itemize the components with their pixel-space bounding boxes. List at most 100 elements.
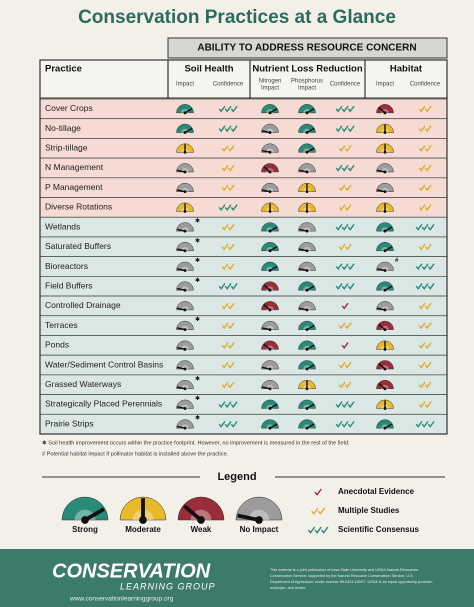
confidence-checks bbox=[415, 263, 435, 271]
confidence-checks bbox=[218, 401, 238, 409]
gauge-hub bbox=[183, 269, 187, 272]
impact-gauge bbox=[176, 123, 194, 134]
check bbox=[427, 420, 435, 428]
check bbox=[218, 283, 226, 290]
practice: Strip-tillage bbox=[45, 143, 88, 153]
gauge-hub bbox=[183, 190, 187, 194]
gauge-hub bbox=[268, 131, 272, 134]
gauge-dial bbox=[261, 143, 279, 153]
soil-note: ✱ bbox=[195, 218, 200, 225]
check bbox=[221, 184, 229, 192]
impact-gauge bbox=[261, 104, 279, 115]
gauge-hub bbox=[383, 249, 387, 253]
practice: Prairie Strips bbox=[45, 418, 94, 428]
check bbox=[424, 125, 432, 133]
check bbox=[424, 342, 432, 349]
gauge-dial bbox=[261, 183, 279, 192]
check bbox=[230, 204, 238, 212]
check bbox=[344, 243, 352, 251]
gauge-dial bbox=[261, 320, 279, 330]
impact-gauge bbox=[261, 399, 279, 410]
impact-gauge bbox=[298, 242, 316, 253]
confidence-checks bbox=[221, 322, 235, 330]
gauge-hub bbox=[268, 367, 272, 371]
gauge-hub bbox=[268, 190, 272, 194]
impact-gauge bbox=[376, 360, 394, 371]
sub-header: Impact bbox=[376, 82, 394, 88]
legend-impact: Weak bbox=[191, 525, 212, 534]
gauge-hub bbox=[268, 426, 272, 430]
gauge-dial bbox=[176, 222, 194, 232]
confidence-checks bbox=[221, 184, 235, 192]
check bbox=[227, 164, 235, 172]
impact-gauge bbox=[176, 202, 194, 213]
legend-confidence: Scientific Consensus bbox=[338, 525, 419, 534]
sub-header: Impact bbox=[176, 82, 194, 88]
check bbox=[221, 164, 229, 172]
gauge-dial bbox=[176, 399, 194, 409]
gauge-dial bbox=[176, 360, 194, 370]
gauge-hub bbox=[383, 209, 387, 213]
gauge-dial bbox=[376, 183, 394, 192]
impact-gauge bbox=[376, 222, 394, 233]
check bbox=[344, 204, 352, 212]
gauge-dial bbox=[298, 222, 316, 232]
disclaimer: Conservation Service, supported by the N… bbox=[270, 574, 414, 578]
practice: N Management bbox=[45, 162, 104, 172]
impact-gauge bbox=[298, 399, 316, 410]
gauge-dial bbox=[261, 281, 279, 291]
practice: Field Buffers bbox=[45, 280, 93, 290]
impact-gauge bbox=[376, 301, 394, 312]
gauge-hub bbox=[305, 308, 309, 312]
gauge-hub bbox=[305, 131, 309, 134]
check bbox=[338, 361, 346, 369]
impact-gauge bbox=[176, 242, 194, 253]
impact-gauge bbox=[298, 419, 316, 430]
group-header: Nutrient Loss Reduction bbox=[252, 64, 363, 75]
gauge-hub bbox=[383, 150, 387, 154]
legend-confidence: Anecdotal Evidence bbox=[338, 487, 415, 496]
check bbox=[418, 322, 426, 330]
disclaimer: Department of Agriculture, under number … bbox=[270, 580, 433, 584]
check bbox=[321, 526, 329, 534]
gauge-hub bbox=[183, 131, 187, 134]
url: www.conservationlearninggroup.org bbox=[69, 596, 174, 603]
check bbox=[421, 420, 429, 428]
impact-gauge bbox=[261, 340, 279, 351]
practice: Ponds bbox=[45, 340, 69, 350]
gauge-hub bbox=[183, 111, 187, 115]
check bbox=[221, 145, 229, 152]
gauge-hub bbox=[305, 367, 309, 371]
check bbox=[218, 420, 226, 428]
check bbox=[341, 125, 349, 133]
check bbox=[341, 420, 349, 428]
confidence-checks bbox=[218, 105, 238, 113]
check bbox=[221, 381, 229, 389]
table-border bbox=[39, 59, 448, 435]
check bbox=[418, 302, 426, 310]
check bbox=[424, 164, 432, 172]
impact-gauge bbox=[261, 242, 279, 253]
impact-gauge bbox=[298, 202, 316, 213]
brand-sub: LEARNING GROUP bbox=[120, 581, 216, 591]
impact-gauge bbox=[376, 183, 394, 194]
confidence-checks bbox=[418, 381, 432, 389]
impact-gauge bbox=[176, 104, 194, 115]
legend-gauge bbox=[177, 496, 225, 524]
gauge-hub bbox=[268, 407, 272, 410]
impact-gauge bbox=[176, 143, 194, 154]
impact-gauge bbox=[376, 340, 394, 351]
check bbox=[347, 420, 355, 428]
gauge-hub bbox=[305, 209, 309, 213]
impact-gauge bbox=[376, 163, 394, 174]
check bbox=[341, 283, 349, 290]
check bbox=[347, 105, 355, 113]
gauge-hub bbox=[268, 150, 272, 154]
practice: Strategically Placed Perennials bbox=[45, 399, 162, 409]
confidence-checks bbox=[335, 125, 355, 133]
gauge-hub bbox=[183, 367, 187, 371]
check bbox=[424, 145, 432, 152]
gauge-dial bbox=[298, 261, 316, 271]
confidence-checks bbox=[338, 381, 352, 389]
disclaimer: This material is a joint publication of … bbox=[270, 568, 418, 572]
